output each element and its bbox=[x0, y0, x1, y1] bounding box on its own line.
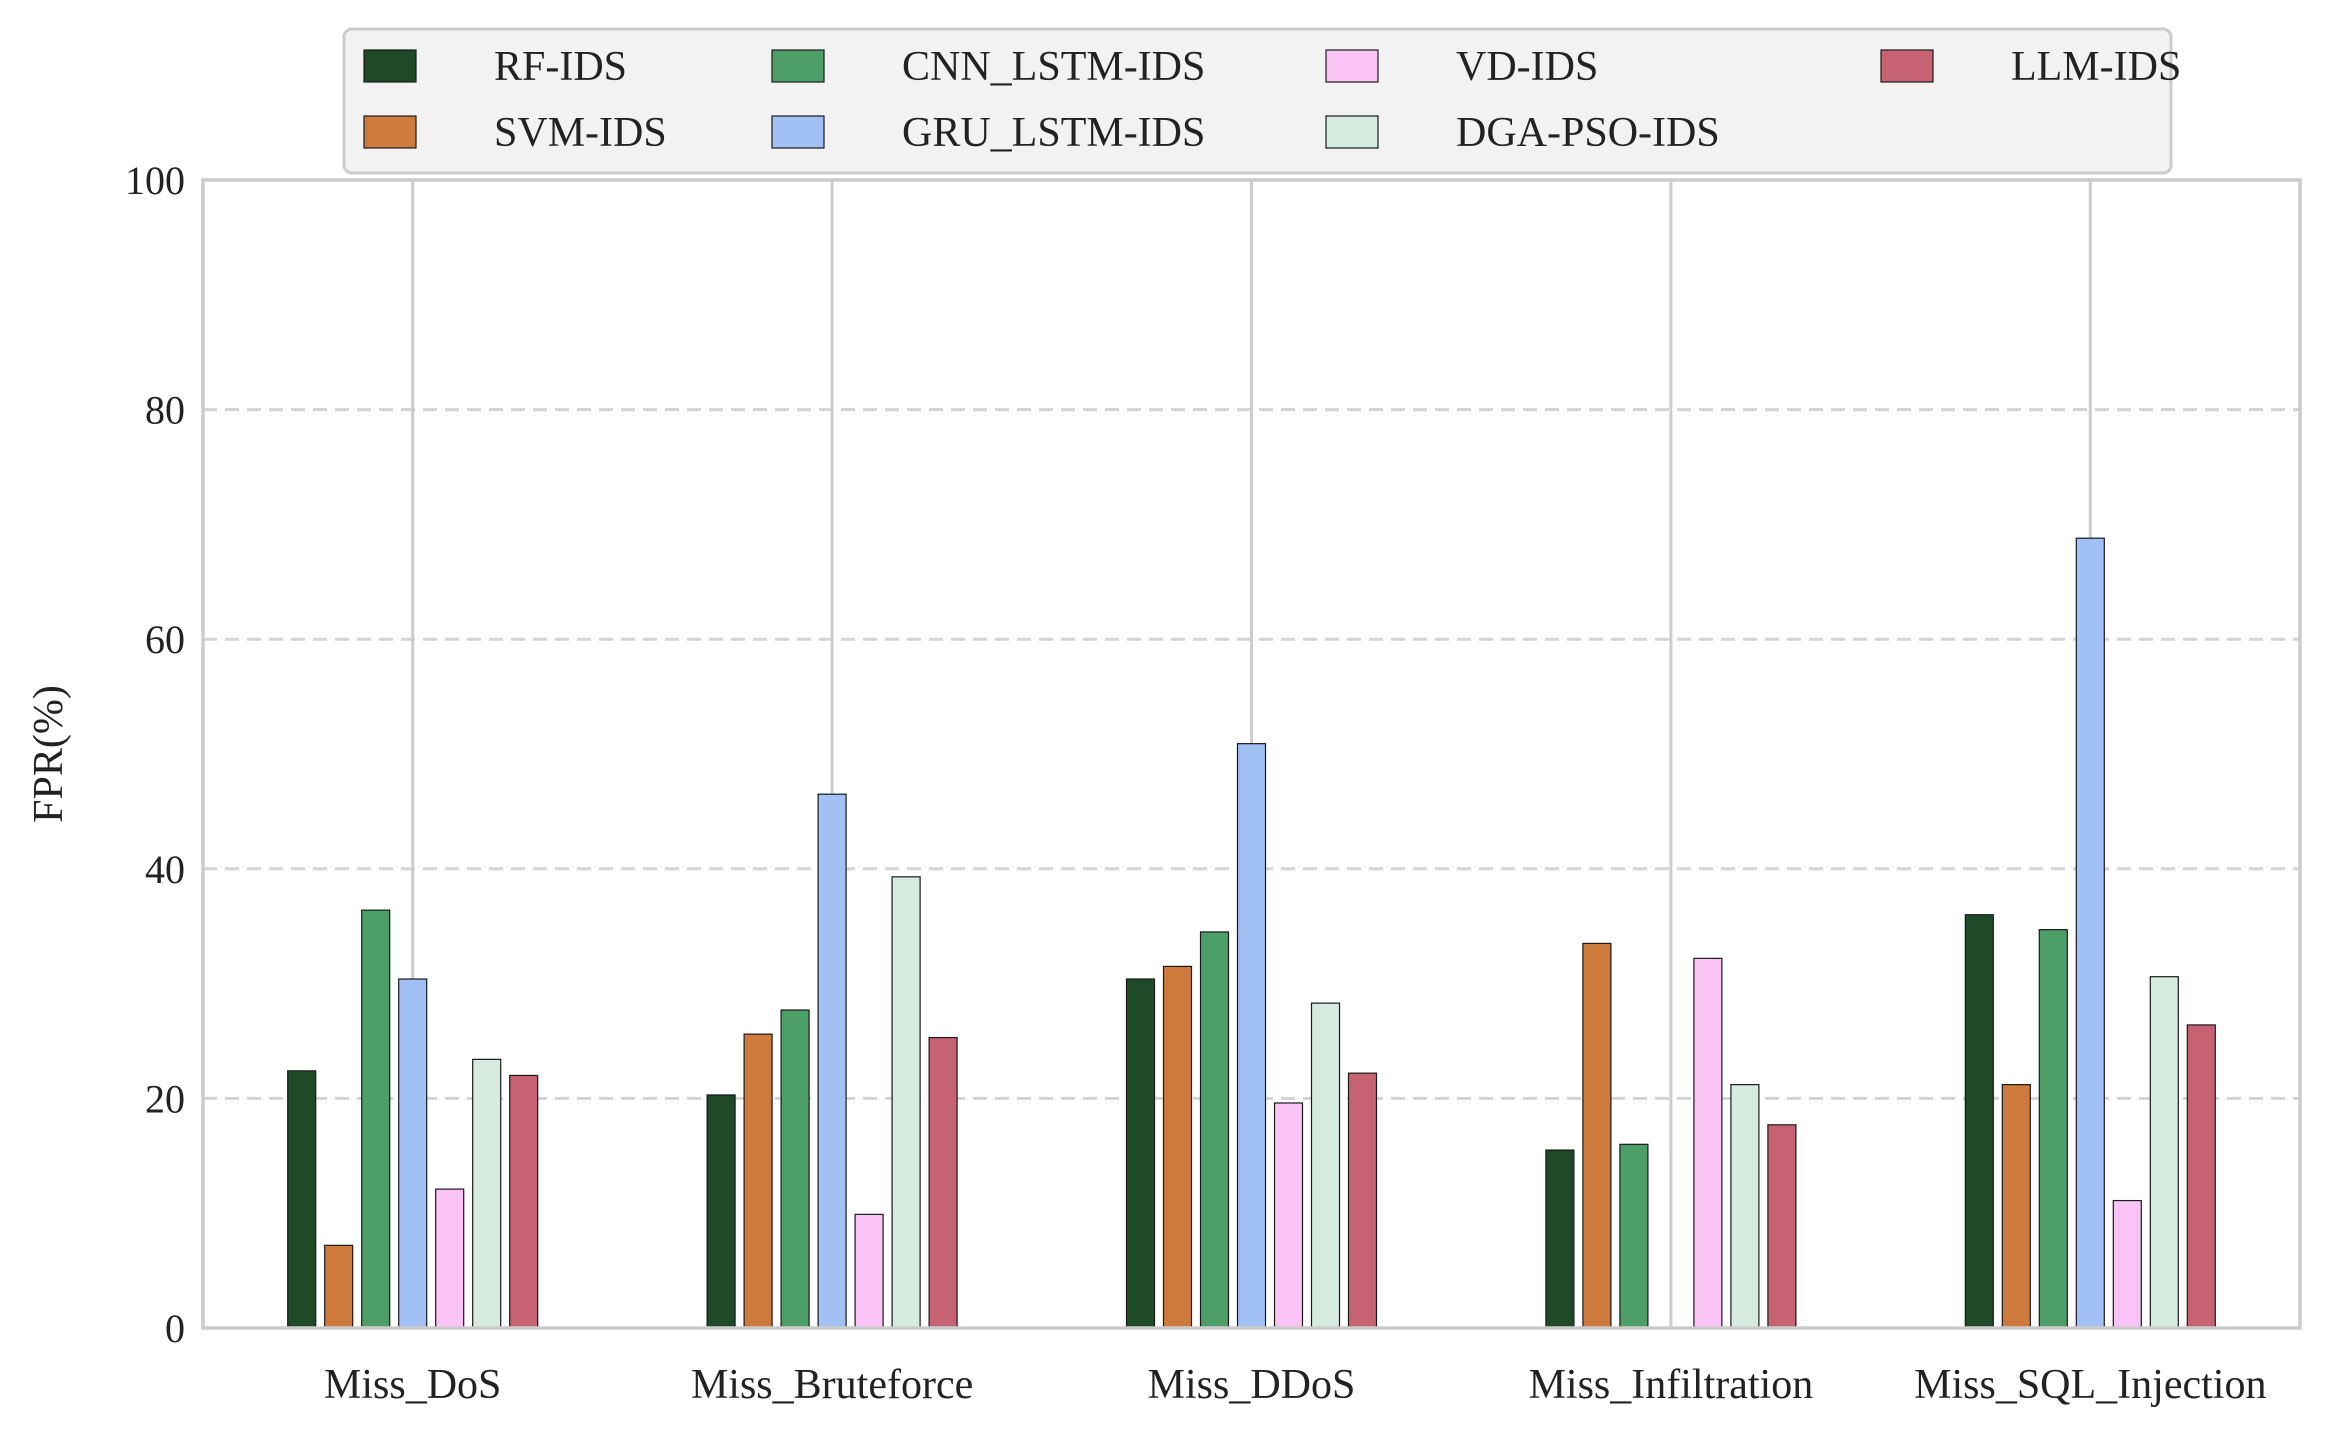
bar-vd-ids bbox=[1273, 1102, 1304, 1329]
bar-llm-ids bbox=[1767, 1124, 1797, 1329]
bar-cnn-lstm-ids bbox=[780, 1009, 810, 1329]
legend-label: RF-IDS bbox=[494, 44, 627, 90]
bar-vd-ids bbox=[435, 1188, 465, 1329]
x-tick-label: Miss_SQL_Injection bbox=[1914, 1362, 2266, 1408]
plot-frame bbox=[201, 178, 2302, 1330]
bar-svm-ids bbox=[1582, 942, 1612, 1329]
x-tick-label: Miss_Bruteforce bbox=[691, 1362, 973, 1408]
bar-cnn-lstm-ids bbox=[2038, 929, 2068, 1329]
bar-svm-ids bbox=[324, 1244, 354, 1329]
legend-swatch bbox=[771, 49, 825, 83]
legend-swatch bbox=[363, 49, 417, 83]
bar-gru-lstm-ids bbox=[398, 978, 428, 1329]
y-axis-ticks: 0 20 40 60 80 100 bbox=[125, 158, 185, 1351]
bar-rf-ids bbox=[1545, 1149, 1575, 1329]
bar-vd-ids bbox=[1693, 957, 1723, 1329]
bar-dga-pso-ids bbox=[1730, 1084, 1760, 1329]
legend-swatch bbox=[1325, 49, 1379, 83]
x-tick-label: Miss_DDoS bbox=[1148, 1362, 1356, 1408]
y-tick-label: 0 bbox=[165, 1306, 185, 1351]
y-tick-label: 40 bbox=[145, 847, 185, 892]
y-tick-label: 20 bbox=[145, 1076, 185, 1121]
bar-cnn-lstm-ids bbox=[1619, 1143, 1649, 1329]
legend-label: SVM-IDS bbox=[494, 110, 667, 156]
bar-llm-ids bbox=[2186, 1024, 2216, 1329]
bar-rf-ids bbox=[1964, 914, 1994, 1329]
bar-svm-ids bbox=[2001, 1084, 2031, 1329]
legend-swatch bbox=[1880, 49, 1934, 83]
x-axis-ticks: Miss_DoS Miss_Bruteforce Miss_DDoS Miss_Inf… bbox=[324, 1362, 2266, 1408]
bar-dga-pso-ids bbox=[1310, 1002, 1341, 1329]
bar-llm-ids bbox=[928, 1036, 958, 1329]
y-tick-label: 100 bbox=[125, 158, 185, 203]
y-tick-label: 80 bbox=[145, 388, 185, 433]
bar-llm-ids bbox=[509, 1074, 539, 1329]
bar-dga-pso-ids bbox=[2149, 976, 2179, 1329]
bar-gru-lstm-ids bbox=[1236, 743, 1267, 1329]
bar-vd-ids bbox=[854, 1213, 884, 1329]
bar-rf-ids bbox=[706, 1094, 736, 1329]
legend-swatch bbox=[363, 115, 417, 149]
x-tick-label: Miss_DoS bbox=[324, 1362, 501, 1408]
legend-label: GRU_LSTM-IDS bbox=[902, 110, 1205, 156]
grid-lines bbox=[203, 408, 2300, 1100]
bar-gru-lstm-ids bbox=[2075, 537, 2105, 1329]
bar-svm-ids bbox=[743, 1033, 773, 1329]
bars bbox=[287, 537, 2216, 1329]
bar-cnn-lstm-ids bbox=[1199, 931, 1230, 1329]
bar-cnn-lstm-ids bbox=[361, 909, 391, 1329]
bar-rf-ids bbox=[287, 1070, 317, 1329]
bar-vd-ids bbox=[2112, 1199, 2142, 1329]
x-tick-label: Miss_Infiltration bbox=[1529, 1362, 1814, 1408]
bar-dga-pso-ids bbox=[891, 876, 921, 1329]
legend-label: VD-IDS bbox=[1456, 44, 1598, 90]
legend: RF-IDS SVM-IDS CNN_LSTM-IDS GRU_LSTM-IDS VD-… bbox=[342, 27, 2181, 175]
bar-dga-pso-ids bbox=[472, 1058, 502, 1329]
legend-swatch bbox=[771, 115, 825, 149]
y-tick-label: 60 bbox=[145, 617, 185, 662]
legend-label: LLM-IDS bbox=[2011, 44, 2181, 90]
legend-label: DGA-PSO-IDS bbox=[1456, 110, 1720, 156]
bar-llm-ids bbox=[1347, 1072, 1378, 1329]
bar-svm-ids bbox=[1162, 965, 1193, 1329]
legend-swatch bbox=[1325, 115, 1379, 149]
bar-rf-ids bbox=[1125, 978, 1156, 1329]
bar-gru-lstm-ids bbox=[817, 793, 847, 1329]
y-axis-label: FPR(%) bbox=[26, 685, 72, 823]
legend-label: CNN_LSTM-IDS bbox=[902, 44, 1205, 90]
